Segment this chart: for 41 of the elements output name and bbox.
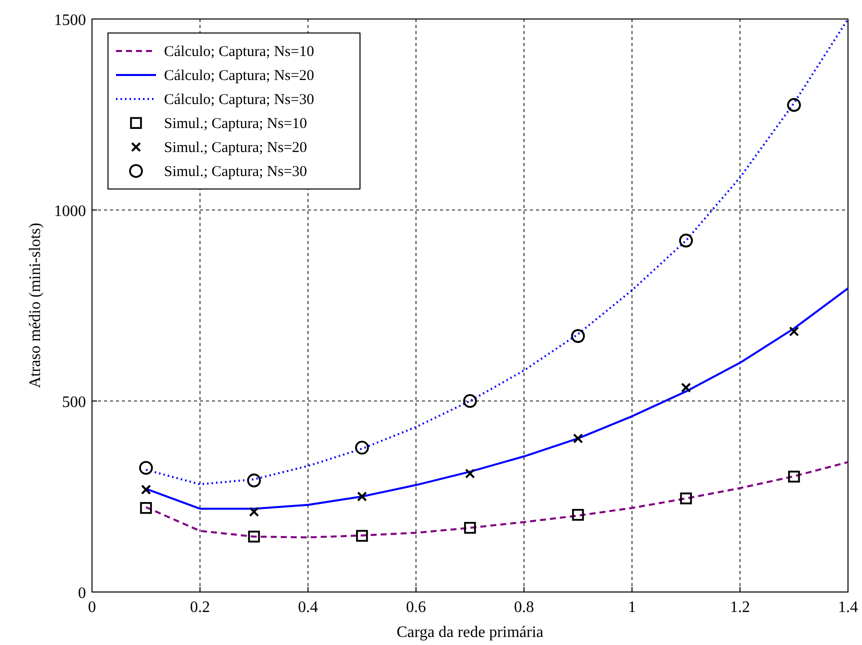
point bbox=[680, 492, 692, 504]
legend-label: Cálculo; Captura; Ns=10 bbox=[164, 44, 314, 60]
x-tick-label: 0.8 bbox=[514, 599, 534, 616]
x-axis-title: Carga da rede primária bbox=[396, 624, 544, 641]
point bbox=[463, 394, 477, 408]
point bbox=[247, 474, 261, 488]
point bbox=[572, 508, 584, 521]
point bbox=[249, 506, 259, 517]
point bbox=[571, 329, 585, 343]
point bbox=[788, 470, 800, 483]
y-axis-title: Atraso médio (mini-slots) bbox=[27, 222, 44, 388]
x-tick-label: 1.4 bbox=[838, 599, 858, 616]
point bbox=[464, 522, 476, 534]
y-tick-label: 1500 bbox=[54, 12, 86, 29]
point bbox=[573, 433, 583, 444]
y-tick-label: 0 bbox=[78, 585, 86, 602]
x-tick-label: 1 bbox=[628, 599, 636, 616]
legend-label: Simul.; Captura; Ns=10 bbox=[164, 116, 308, 132]
point bbox=[787, 98, 801, 112]
legend-label: Simul.; Captura; Ns=20 bbox=[164, 140, 308, 156]
point bbox=[357, 492, 367, 502]
legend-label: Cálculo; Captura; Ns=20 bbox=[164, 68, 314, 84]
line-series bbox=[145, 287, 849, 510]
point bbox=[140, 502, 152, 514]
x-tick-label: 1.2 bbox=[730, 599, 750, 616]
point bbox=[681, 382, 691, 393]
point bbox=[356, 530, 368, 542]
x-tick-label: 0.4 bbox=[298, 599, 318, 616]
x-tick-label: 0.2 bbox=[190, 599, 210, 616]
legend-label: Simul.; Captura; Ns=30 bbox=[164, 164, 308, 180]
point bbox=[465, 468, 475, 479]
point bbox=[141, 484, 151, 495]
point bbox=[139, 460, 153, 475]
y-tick-label: 500 bbox=[62, 394, 86, 411]
point bbox=[789, 326, 799, 336]
y-tick-label: 1000 bbox=[54, 203, 86, 220]
point bbox=[355, 440, 369, 455]
point bbox=[679, 234, 693, 248]
legend-label: Cálculo; Captura; Ns=30 bbox=[164, 92, 314, 108]
x-tick-label: 0.6 bbox=[406, 599, 426, 616]
point bbox=[248, 530, 260, 543]
